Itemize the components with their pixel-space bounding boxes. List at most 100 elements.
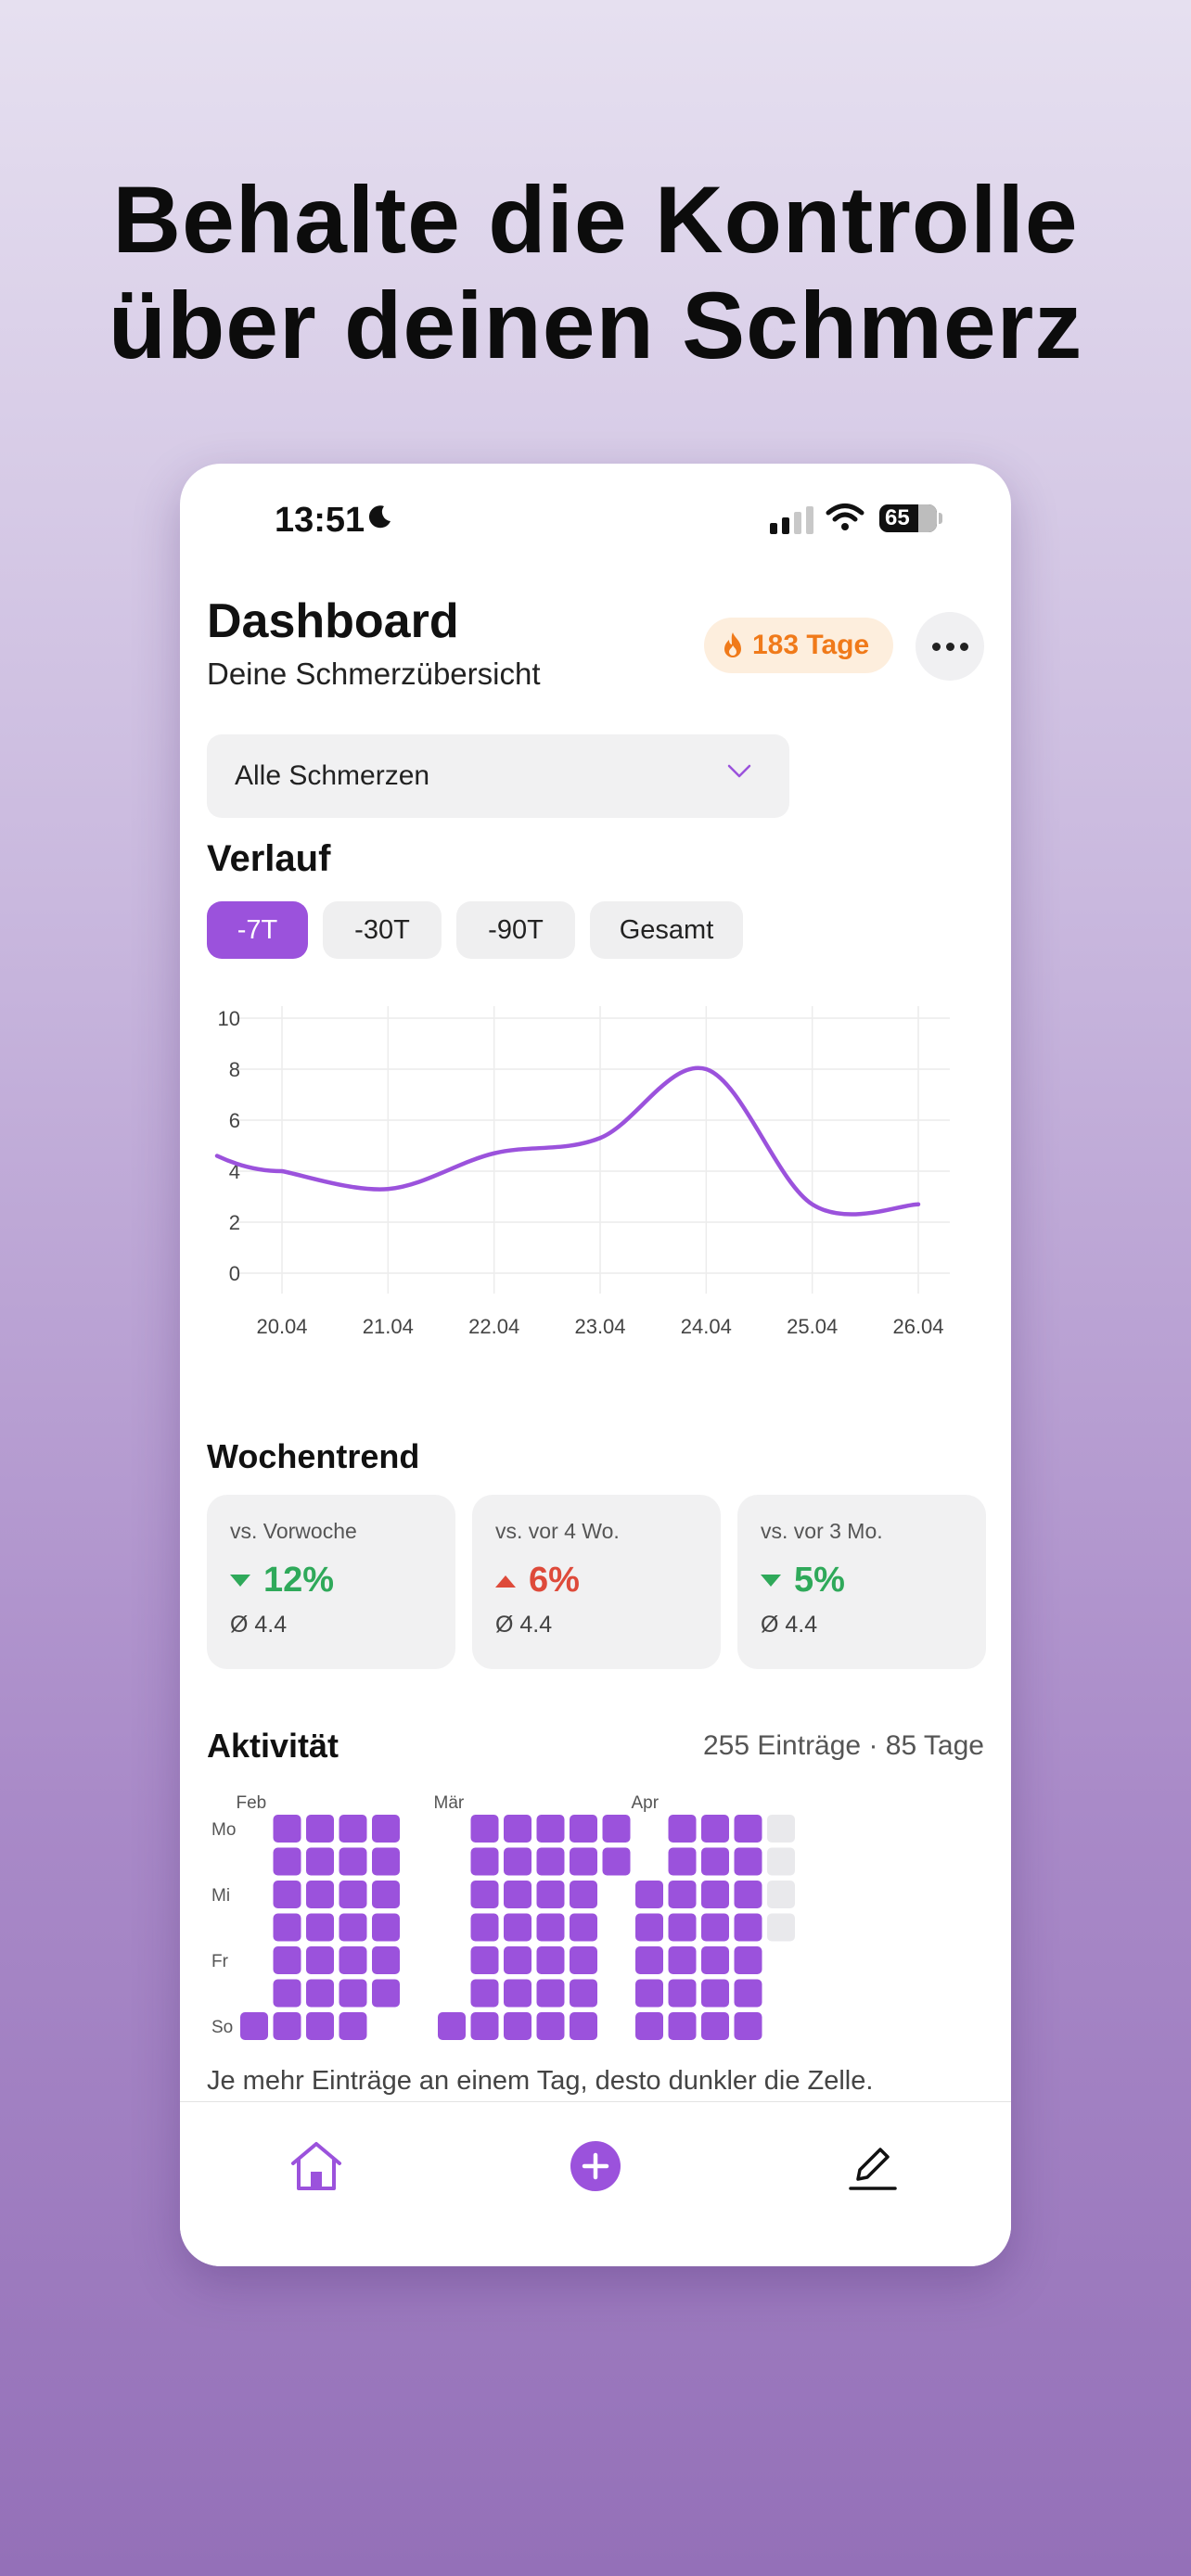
activity-heatmap: Mo Mi Fr So Feb Mär Apr xyxy=(211,1793,795,2040)
history-title: Verlauf xyxy=(207,838,331,879)
heatmap-cell xyxy=(668,1847,697,1876)
heatmap-cell xyxy=(570,1913,597,1942)
heatmap-cell xyxy=(701,2012,729,2040)
heatmap-cell xyxy=(470,1815,499,1843)
page-subtitle: Deine Schmerzübersicht xyxy=(207,657,541,691)
more-button[interactable] xyxy=(916,612,984,681)
x-tick-label: 25.04 xyxy=(787,1315,838,1338)
heatmap-cell xyxy=(734,1946,762,1974)
heatmap-cell xyxy=(504,1946,531,1974)
month-label: Feb xyxy=(237,1793,267,1813)
month-label: Apr xyxy=(632,1793,660,1813)
heatmap-cell xyxy=(504,1847,531,1876)
heatmap-cell xyxy=(470,1881,499,1908)
heatmap-cell xyxy=(734,1847,762,1876)
streak-badge[interactable]: 183 Tage xyxy=(704,618,894,673)
heatmap-cell xyxy=(339,1847,367,1876)
tab-range-all[interactable]: Gesamt xyxy=(590,901,743,959)
heatmap-cell xyxy=(701,1979,729,2008)
tab-edit[interactable] xyxy=(840,2134,905,2199)
heatmap-cell xyxy=(734,1815,762,1843)
activity-meta: 255 Einträge · 85 Tage xyxy=(702,1730,984,1761)
heatmap-cell xyxy=(470,1913,499,1942)
heatmap-cell xyxy=(668,1979,697,2008)
heatmap-cell xyxy=(504,1815,531,1843)
trend-card-percent: 5% xyxy=(794,1561,845,1600)
heatmap-cell xyxy=(306,1946,334,1974)
activity-title: Aktivität xyxy=(207,1727,339,1765)
heatmap-cell xyxy=(734,1979,762,2008)
heatmap-cell xyxy=(470,1979,499,2008)
trend-card: vs. vor 4 Wo. 6% Ø 4.4 xyxy=(472,1495,721,1669)
heatmap-cell xyxy=(536,1881,565,1908)
x-tick-label: 20.04 xyxy=(256,1315,307,1338)
heatmap-cell xyxy=(536,1913,565,1942)
heatmap-cell xyxy=(306,1979,334,2008)
heatmap-cell xyxy=(536,1979,565,2008)
heatmap-cell xyxy=(570,1847,597,1876)
heatmap-cell xyxy=(306,2012,334,2040)
trend-card-label: vs. vor 4 Wo. xyxy=(495,1519,620,1543)
add-icon xyxy=(570,2141,621,2191)
battery-icon: 65 xyxy=(879,504,937,532)
trend-card-label: vs. Vorwoche xyxy=(230,1519,357,1543)
flame-icon xyxy=(724,632,741,657)
headline-line-1: Behalte die Kontrolle xyxy=(112,167,1079,273)
tab-home[interactable] xyxy=(284,2134,349,2199)
page-title: Dashboard xyxy=(207,594,459,648)
series-line xyxy=(214,1065,921,1217)
tab-range-7[interactable]: -7T xyxy=(207,901,308,959)
heatmap-cell xyxy=(372,1979,400,2008)
tab-range-30[interactable]: -30T xyxy=(323,901,442,959)
y-tick-label: 2 xyxy=(229,1211,240,1234)
heatmap-cell xyxy=(767,1881,795,1908)
pain-filter-select[interactable]: Alle Schmerzen xyxy=(207,734,789,818)
heatmap-cell xyxy=(504,1881,531,1908)
weekday-label: So xyxy=(211,2018,233,2037)
heatmap-cell xyxy=(273,1847,301,1876)
heatmap-cell xyxy=(570,1881,597,1908)
pain-filter-value: Alle Schmerzen xyxy=(235,760,430,791)
heatmap-cell xyxy=(273,1946,301,1974)
heatmap-cell xyxy=(668,1946,697,1974)
heatmap-cell xyxy=(273,1913,301,1942)
heatmap-cell xyxy=(470,1946,499,1974)
activity-hint: Je mehr Einträge an einem Tag, desto dun… xyxy=(207,2066,874,2096)
streak-label: 183 Tage xyxy=(752,630,870,660)
heatmap-cell xyxy=(372,1847,400,1876)
heatmap-cell xyxy=(504,2012,531,2040)
trend-card-avg: Ø 4.4 xyxy=(761,1612,818,1638)
heatmap-cell xyxy=(273,1979,301,2008)
arrow-up-icon xyxy=(495,1575,516,1588)
heatmap-cell xyxy=(701,1913,729,1942)
heatmap-cell xyxy=(339,2012,367,2040)
y-tick-label: 8 xyxy=(229,1058,240,1081)
y-tick-label: 6 xyxy=(229,1109,240,1132)
heatmap-cell xyxy=(767,1913,795,1942)
heatmap-cell xyxy=(339,1979,367,2008)
heatmap-cell xyxy=(273,1815,301,1843)
heatmap-cell xyxy=(536,2012,565,2040)
x-tick-label: 24.04 xyxy=(681,1315,732,1338)
heatmap-cell xyxy=(306,1815,334,1843)
trend-card-value: 5% xyxy=(761,1561,963,1600)
heatmap-cell xyxy=(339,1913,367,1942)
arrow-down-icon xyxy=(761,1574,781,1587)
heatmap-cell xyxy=(273,2012,301,2040)
heatmap-cell xyxy=(734,1913,762,1942)
heatmap-cell xyxy=(635,2012,663,2040)
more-dot xyxy=(959,642,968,651)
heatmap-cell xyxy=(306,1913,334,1942)
heatmap-cell xyxy=(536,1946,565,1974)
heatmap-cell xyxy=(767,1815,795,1843)
tab-range-90[interactable]: -90T xyxy=(456,901,575,959)
heatmap-cell xyxy=(372,1946,400,1974)
more-dot xyxy=(945,642,954,651)
trend-card-percent: 6% xyxy=(529,1561,580,1600)
heatmap-cell xyxy=(470,2012,499,2040)
heatmap-cell xyxy=(635,1881,663,1908)
tab-add[interactable] xyxy=(563,2134,628,2199)
more-dot xyxy=(931,642,941,651)
trend-card-avg: Ø 4.4 xyxy=(495,1612,553,1638)
